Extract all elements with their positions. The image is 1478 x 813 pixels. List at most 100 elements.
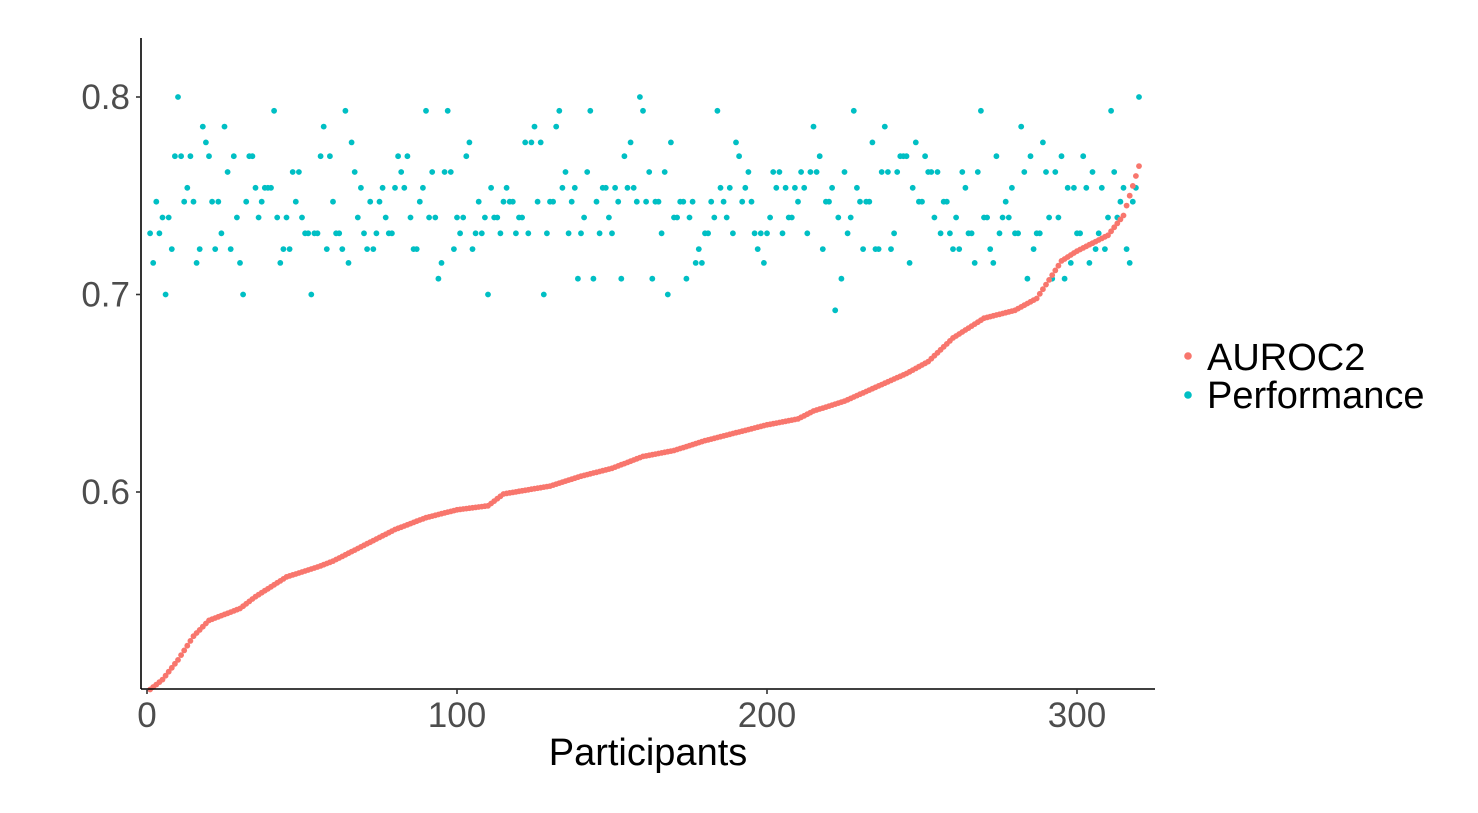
performance-point xyxy=(296,169,302,175)
performance-point xyxy=(832,307,839,314)
performance-point xyxy=(308,291,315,298)
performance-point xyxy=(1027,153,1034,160)
performance-point xyxy=(1117,198,1124,205)
performance-point xyxy=(689,198,696,205)
performance-point xyxy=(497,230,504,237)
performance-point xyxy=(664,291,671,298)
performance-point xyxy=(699,260,705,266)
performance-point xyxy=(813,169,820,175)
performance-point xyxy=(432,214,439,221)
performance-point xyxy=(299,214,305,221)
performance-point xyxy=(218,230,225,237)
performance-point xyxy=(909,184,916,191)
performance-point xyxy=(795,198,801,205)
performance-point xyxy=(519,214,525,221)
performance-point xyxy=(1077,230,1083,237)
performance-point xyxy=(705,230,711,237)
performance-point xyxy=(745,169,752,175)
performance-point xyxy=(1064,184,1071,191)
performance-point xyxy=(596,230,603,237)
performance-point xyxy=(317,153,324,160)
performance-point xyxy=(404,153,411,160)
auroc2-point xyxy=(1136,163,1142,170)
performance-point xyxy=(354,214,361,221)
performance-point xyxy=(841,169,848,175)
performance-point xyxy=(575,275,581,282)
legend-key-performance xyxy=(1184,391,1192,399)
performance-point xyxy=(730,230,736,237)
performance-point xyxy=(457,230,463,237)
performance-point xyxy=(1052,169,1059,175)
performance-point xyxy=(460,214,467,221)
performance-point xyxy=(190,198,197,205)
performance-point xyxy=(869,139,876,146)
performance-point xyxy=(1083,184,1090,191)
performance-point xyxy=(435,275,442,282)
performance-point xyxy=(162,291,169,298)
performance-point xyxy=(593,198,600,205)
performance-point xyxy=(181,198,188,205)
performance-point xyxy=(931,214,938,221)
performance-point xyxy=(903,153,910,160)
performance-point xyxy=(894,169,901,175)
performance-point xyxy=(447,169,454,175)
performance-point xyxy=(209,198,216,205)
performance-point xyxy=(850,107,857,114)
x-tick-label: 0 xyxy=(137,696,156,735)
performance-point xyxy=(441,169,448,175)
performance-point xyxy=(1102,246,1108,253)
performance-point xyxy=(838,275,845,282)
performance-point xyxy=(292,198,299,205)
y-tick-label: 0.8 xyxy=(81,78,130,117)
performance-point xyxy=(649,275,656,282)
performance-point xyxy=(1030,246,1037,253)
performance-point xyxy=(472,230,479,237)
performance-point xyxy=(695,246,702,253)
performance-point xyxy=(754,246,761,253)
performance-point xyxy=(1067,260,1074,266)
performance-point xyxy=(748,198,755,205)
performance-point xyxy=(345,260,352,266)
auroc2-point xyxy=(1046,277,1052,283)
performance-point xyxy=(227,246,234,253)
performance-point xyxy=(885,169,891,175)
performance-point xyxy=(339,246,346,253)
performance-point xyxy=(720,198,727,205)
performance-point xyxy=(1092,246,1099,253)
x-axis-ticks: 0 100 200 300 xyxy=(137,689,1106,735)
performance-point xyxy=(640,107,646,114)
performance-point xyxy=(788,214,795,221)
performance-point xyxy=(860,246,866,253)
performance-point xyxy=(804,230,811,237)
performance-point xyxy=(522,139,529,146)
performance-point xyxy=(881,123,888,130)
performance-point xyxy=(829,184,835,191)
auroc2-point xyxy=(1055,262,1062,269)
performance-point xyxy=(891,230,897,237)
performance-point xyxy=(178,153,185,160)
performance-point xyxy=(714,107,721,114)
performance-point xyxy=(999,214,1006,221)
performance-point xyxy=(1046,214,1052,221)
performance-point xyxy=(993,153,1000,160)
auroc2-point xyxy=(1033,295,1040,302)
performance-point xyxy=(382,214,389,221)
performance-point xyxy=(379,184,386,191)
auroc2-point xyxy=(159,676,166,683)
auroc2-point xyxy=(1129,183,1136,189)
performance-point xyxy=(950,246,956,253)
performance-point xyxy=(1105,214,1111,221)
performance-point xyxy=(342,107,349,114)
performance-point xyxy=(206,153,212,160)
performance-point xyxy=(658,230,665,237)
performance-point xyxy=(661,169,668,175)
performance-point xyxy=(221,123,228,130)
performance-point xyxy=(655,198,662,205)
x-axis-title: Participants xyxy=(549,732,748,774)
auroc2-point xyxy=(178,652,185,658)
performance-point xyxy=(1043,169,1049,175)
performance-point xyxy=(847,214,854,221)
performance-point xyxy=(389,230,395,237)
performance-point xyxy=(1089,169,1096,175)
performance-point xyxy=(779,230,786,237)
